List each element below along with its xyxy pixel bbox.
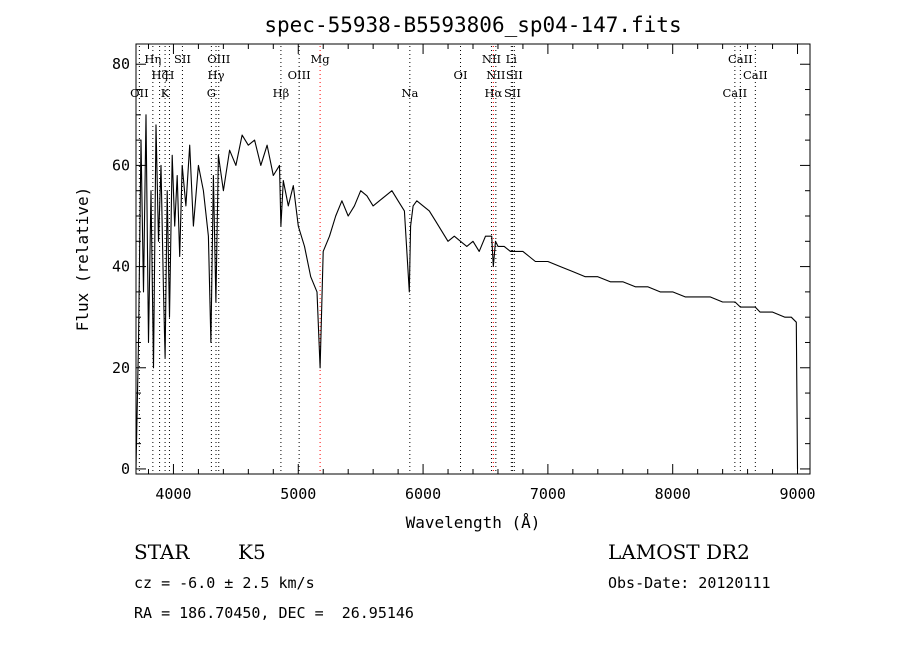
- object-subclass: K5: [238, 540, 266, 564]
- object-class: STAR: [134, 540, 190, 564]
- survey-label: LAMOST DR2: [608, 540, 750, 564]
- x-tick-label: 5000: [280, 485, 316, 503]
- line-marker-label: CaII: [722, 86, 747, 100]
- observation-date: Obs-Date: 20120111: [608, 574, 771, 592]
- line-marker-label: Na: [401, 86, 418, 100]
- line-marker-label: CaII: [728, 52, 753, 66]
- line-marker-label: Hβ: [273, 86, 290, 100]
- line-marker-label: OI: [454, 68, 468, 82]
- redshift-velocity: cz = -6.0 ± 2.5 km/s: [134, 574, 315, 592]
- y-tick-label: 20: [112, 359, 130, 377]
- coordinates: RA = 186.70450, DEC = 26.95146: [134, 604, 414, 622]
- line-marker-label: OIII: [207, 52, 230, 66]
- line-marker-label: G: [207, 86, 216, 100]
- y-tick-label: 60: [112, 156, 130, 174]
- plot-frame: [135, 43, 811, 475]
- x-tick-label: 7000: [530, 485, 566, 503]
- line-marker-label: NII: [486, 68, 505, 82]
- line-marker-label: OIII: [288, 68, 311, 82]
- y-tick-label: 40: [112, 258, 130, 276]
- x-tick-label: 8000: [655, 485, 691, 503]
- x-tick-label: 6000: [405, 485, 441, 503]
- chart-title: spec-55938-B5593806_sp04-147.fits: [264, 13, 681, 37]
- line-marker-label: Hη: [144, 52, 161, 66]
- line-marker-label: K: [161, 86, 170, 100]
- line-marker-label: H: [164, 68, 174, 82]
- y-tick-label: 80: [112, 55, 130, 73]
- line-marker-label: SII: [504, 86, 521, 100]
- line-marker-label: Hγ: [208, 68, 225, 82]
- line-marker-label: SII: [506, 68, 523, 82]
- y-tick-label: 0: [121, 460, 130, 478]
- x-tick-label: 4000: [155, 485, 191, 503]
- line-marker-label: Hζ: [151, 68, 167, 82]
- line-marker-label: Li: [506, 52, 518, 66]
- line-marker-label: NII: [482, 52, 501, 66]
- x-tick-label: 9000: [779, 485, 815, 503]
- line-marker-label: Hα: [484, 86, 502, 100]
- line-marker-label: Mg: [311, 52, 331, 66]
- y-axis-label: Flux (relative): [73, 187, 92, 332]
- x-axis-label: Wavelength (Å): [406, 513, 541, 532]
- spectrum-line: [135, 114, 799, 469]
- line-marker-label: CaII: [743, 68, 768, 82]
- line-marker-label: OII: [130, 86, 149, 100]
- line-marker-label: SII: [174, 52, 191, 66]
